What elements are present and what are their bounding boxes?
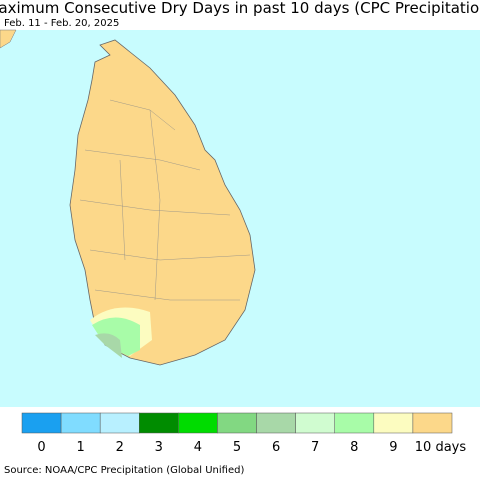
legend-label: 8 (350, 440, 358, 455)
district-borders (79, 99, 251, 301)
legend-swatch (21, 412, 62, 434)
legend-swatch (373, 412, 414, 434)
legend-swatch (334, 412, 375, 434)
legend-swatch (178, 412, 218, 434)
legend-swatch (217, 412, 257, 434)
legend-label: 2 (116, 440, 124, 455)
legend-label: 5 (233, 440, 241, 455)
legend-label: 4 (194, 440, 202, 455)
legend-swatch (412, 412, 453, 434)
source: Source: NOAA/CPC Precipitation (Global U… (4, 465, 244, 476)
legend-label: 7 (311, 440, 319, 455)
legend-swatch (139, 412, 179, 434)
india-coast (0, 29, 17, 49)
legend-label: 9 (389, 440, 397, 455)
legend-label: 3 (155, 440, 163, 455)
legend-swatch (295, 412, 335, 434)
legend-label: 0 (37, 440, 45, 455)
zone-6 (95, 333, 122, 358)
legend-label: 1 (76, 440, 84, 455)
legend-swatch (99, 412, 140, 434)
legend-label: 10 days (415, 440, 467, 455)
legend-label: 6 (272, 440, 280, 455)
subtitle: Feb. 11 - Feb. 20, 2025 (4, 18, 119, 29)
legend-swatch (60, 412, 101, 434)
legend: 0 1 2 3 4 5 6 7 8 9 10 days (21, 412, 467, 455)
legend-swatch (256, 412, 296, 434)
island (69, 39, 256, 366)
title: Maximum Consecutive Dry Days in past 10 … (0, 0, 480, 17)
